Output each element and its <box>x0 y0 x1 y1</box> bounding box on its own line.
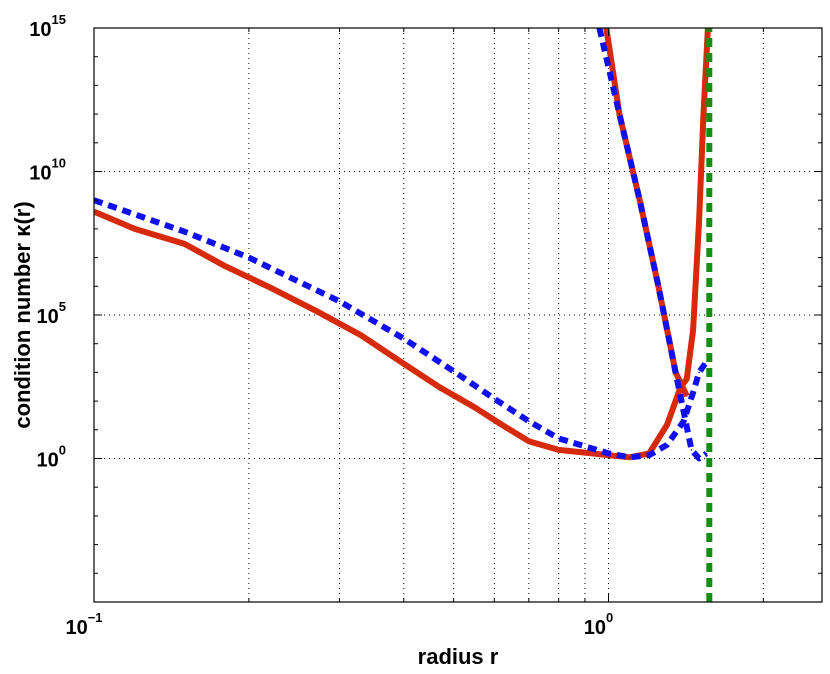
series-1-point <box>269 286 272 289</box>
series-3-point <box>607 452 610 455</box>
series-1-point <box>692 329 694 331</box>
x-axis-label: radius r <box>418 644 499 669</box>
series-4-point <box>674 371 677 374</box>
series-1-point <box>698 219 700 222</box>
series-3-point <box>248 256 250 259</box>
series-4-point <box>690 449 693 451</box>
series-3-point <box>338 300 341 303</box>
series-line-4 <box>596 28 709 462</box>
data-series <box>94 28 713 602</box>
series-1-point <box>666 423 668 426</box>
series-3-point <box>698 371 700 374</box>
series-1-point <box>133 228 136 230</box>
series-1-point <box>528 440 530 443</box>
series-3-point <box>629 456 631 459</box>
series-4-point <box>638 199 641 201</box>
series-1-point <box>403 363 405 365</box>
series-1-point <box>315 310 317 312</box>
axis-ticks <box>93 27 822 603</box>
x-tick-exponent: 0 <box>606 610 613 625</box>
series-line-1 <box>94 28 711 461</box>
series-4-point <box>657 285 660 288</box>
series-3-point <box>682 420 685 423</box>
grid-lines <box>94 28 822 602</box>
y-tick-exponent: 5 <box>59 299 66 314</box>
series-4-point <box>698 457 700 460</box>
series-3-point <box>704 363 706 365</box>
y-tick-exponent: 0 <box>59 443 66 458</box>
series-1-point <box>439 386 441 389</box>
series-1-point <box>360 334 362 336</box>
series-1-point <box>500 423 503 426</box>
series-2-point <box>686 395 688 397</box>
series-3-point <box>403 337 405 340</box>
series-3-point <box>648 454 650 457</box>
y-tick-exponent: 10 <box>52 156 66 171</box>
series-3-point <box>183 230 186 233</box>
series-1-point <box>474 406 476 409</box>
series-3-point <box>666 444 668 446</box>
series-4-point <box>618 113 621 115</box>
series-1-point <box>584 451 586 454</box>
series-1-point <box>224 265 227 268</box>
series-line-3 <box>94 197 708 461</box>
y-tick-exponent: 15 <box>52 12 66 27</box>
series-4-point <box>705 452 708 455</box>
series-line-2 <box>603 28 690 398</box>
series-1-point <box>686 378 688 380</box>
series-1-point <box>183 243 186 245</box>
x-tick-exponent: −1 <box>88 610 103 625</box>
y-axis-label: condition number κ(r) <box>10 201 35 428</box>
series-3-point <box>692 391 694 394</box>
series-3-point <box>557 437 560 440</box>
series-3-point <box>528 420 530 423</box>
series-1-point <box>557 449 560 451</box>
series-3-point <box>493 398 496 400</box>
series-3-point <box>452 370 455 373</box>
series-1-point <box>702 113 705 115</box>
